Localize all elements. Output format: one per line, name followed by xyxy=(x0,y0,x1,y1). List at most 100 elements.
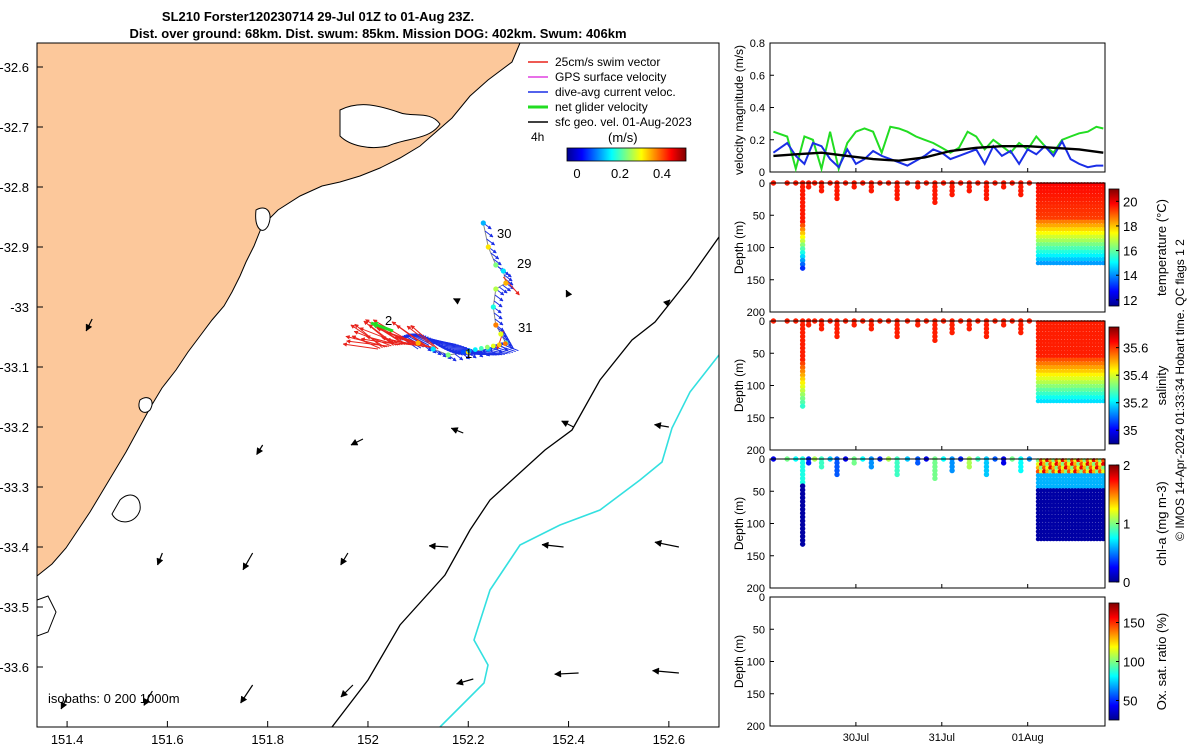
block-sample xyxy=(1094,461,1100,467)
block-sample xyxy=(1082,473,1087,478)
block-sample xyxy=(1101,387,1106,393)
block-sample xyxy=(1051,395,1056,400)
block-sample xyxy=(1097,238,1103,243)
block-sample xyxy=(1094,491,1100,497)
block-sample xyxy=(1048,488,1053,493)
block-sample xyxy=(1101,253,1106,258)
block-sample xyxy=(1069,234,1075,240)
block-sample xyxy=(1101,361,1106,366)
cast-sample xyxy=(799,261,806,267)
block-sample xyxy=(1066,491,1072,497)
block-sample xyxy=(1073,465,1078,470)
block-sample xyxy=(1079,499,1084,504)
block-sample xyxy=(1076,215,1081,221)
cast-sample xyxy=(966,326,972,332)
track-point xyxy=(496,342,502,348)
cast-sample xyxy=(799,219,806,225)
block-sample xyxy=(1069,391,1075,396)
block-sample xyxy=(1051,488,1056,493)
block-sample xyxy=(1076,361,1081,366)
block-sample xyxy=(1069,461,1075,467)
map-x-tick-label: 151.8 xyxy=(251,732,284,747)
block-sample xyxy=(1035,350,1041,355)
cast-sample xyxy=(799,238,806,244)
cast-sample xyxy=(1000,322,1007,328)
block-sample xyxy=(1063,230,1069,236)
block-sample xyxy=(1042,257,1047,262)
block-sample xyxy=(1042,368,1047,374)
block-sample xyxy=(1091,260,1097,266)
block-sample xyxy=(1079,383,1084,389)
block-sample xyxy=(1088,227,1094,232)
block-sample xyxy=(1060,338,1066,344)
block-sample xyxy=(1060,488,1066,493)
block-sample xyxy=(1060,361,1066,366)
block-sample xyxy=(1060,398,1066,404)
geo-velocity-arrow-head xyxy=(653,422,662,430)
block-sample xyxy=(1091,376,1097,381)
block-sample xyxy=(1079,503,1084,508)
block-sample xyxy=(1073,234,1078,240)
cast-sample xyxy=(799,533,806,540)
block-sample xyxy=(1082,484,1087,489)
block-sample xyxy=(1048,398,1053,404)
block-sample xyxy=(1054,365,1059,370)
cast-sample xyxy=(894,333,900,340)
block-sample xyxy=(1038,491,1044,497)
block-sample xyxy=(1101,346,1106,351)
cast-sample xyxy=(894,322,900,328)
block-sample xyxy=(1101,215,1106,221)
block-sample xyxy=(1057,391,1062,396)
cast-sample xyxy=(932,337,938,344)
cast-sample xyxy=(799,380,806,386)
block-sample xyxy=(1082,260,1087,266)
block-sample xyxy=(1076,469,1081,474)
block-sample xyxy=(1082,499,1087,504)
track-point xyxy=(490,343,496,349)
block-sample xyxy=(1069,193,1075,198)
block-sample xyxy=(1035,197,1041,202)
block-sample xyxy=(1069,521,1075,527)
block-sample xyxy=(1101,338,1106,344)
block-sample xyxy=(1035,484,1041,489)
track-label: 31 xyxy=(518,320,532,335)
block-sample xyxy=(1085,212,1090,217)
block-sample xyxy=(1101,495,1106,501)
block-sample xyxy=(1048,234,1053,240)
cast-sample xyxy=(983,467,990,474)
block-sample xyxy=(1101,365,1106,370)
block-sample xyxy=(1101,510,1106,516)
block-sample xyxy=(1048,238,1053,243)
current-vector-head xyxy=(477,349,483,355)
block-sample xyxy=(1079,529,1084,534)
track-point xyxy=(480,220,486,226)
geo-velocity-arrow-head xyxy=(561,420,569,428)
swim-vector xyxy=(386,338,421,346)
block-sample xyxy=(1091,529,1097,534)
block-sample xyxy=(1060,533,1066,538)
current-vector-head xyxy=(497,261,502,266)
block-sample xyxy=(1063,503,1069,508)
cast-sample xyxy=(932,326,938,332)
current-vector-head xyxy=(443,346,449,352)
block-sample xyxy=(1048,323,1053,329)
block-sample xyxy=(1045,480,1050,486)
block-sample xyxy=(1051,495,1056,501)
track-point xyxy=(493,262,499,268)
block-sample xyxy=(1088,230,1094,236)
block-sample xyxy=(1088,253,1094,258)
cast-sample xyxy=(932,475,938,482)
block-sample xyxy=(1051,503,1056,508)
block-sample xyxy=(1060,238,1066,243)
block-sample xyxy=(1066,242,1072,247)
block-sample xyxy=(1066,223,1072,228)
block-sample xyxy=(1091,350,1097,355)
block-sample xyxy=(1066,495,1072,501)
block-sample xyxy=(1035,327,1041,332)
block-sample xyxy=(1063,391,1069,396)
block-sample xyxy=(1101,372,1106,378)
block-sample xyxy=(1063,234,1069,240)
block-sample xyxy=(1060,215,1066,221)
block-sample xyxy=(1051,368,1056,374)
cast-sample xyxy=(834,467,840,474)
